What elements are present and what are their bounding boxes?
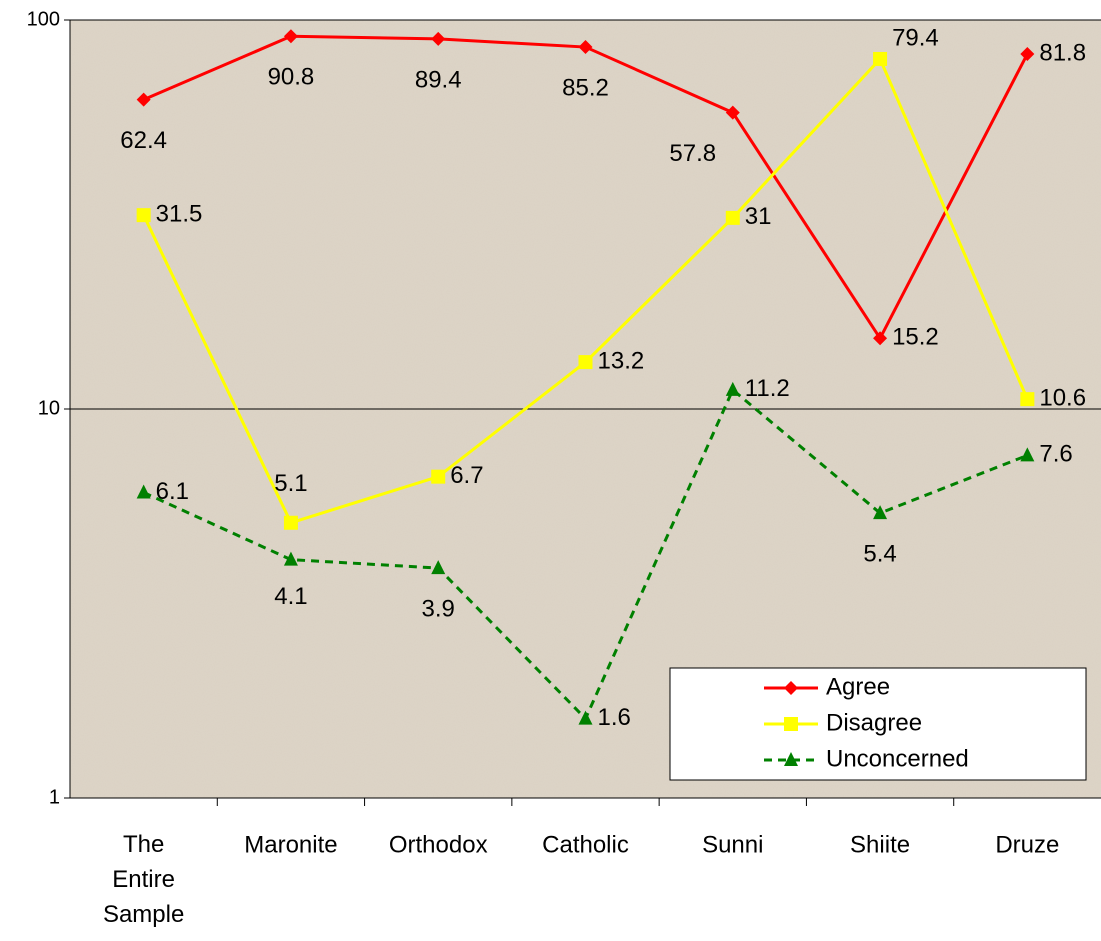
marker (725, 105, 740, 120)
data-label: 6.7 (450, 462, 483, 489)
x-tick-label: Druze (995, 831, 1059, 858)
marker (431, 560, 446, 575)
data-label: 1.6 (598, 704, 631, 731)
marker (1020, 392, 1035, 407)
marker (431, 31, 446, 46)
data-label: 85.2 (562, 74, 609, 101)
marker (578, 40, 593, 55)
marker (784, 752, 798, 766)
marker (784, 717, 798, 731)
data-label: 7.6 (1039, 441, 1072, 468)
data-label: 79.4 (892, 24, 939, 51)
x-tick-label: Shiite (850, 831, 910, 858)
data-label: 31.5 (156, 201, 203, 228)
marker (283, 551, 298, 566)
marker (578, 355, 593, 370)
x-tick-label: Catholic (542, 831, 629, 858)
legend (669, 667, 1087, 781)
marker (283, 29, 298, 44)
marker (873, 505, 888, 520)
marker (1020, 46, 1035, 61)
marker (1020, 447, 1035, 462)
data-label: 5.1 (274, 470, 307, 497)
marker (136, 484, 151, 499)
data-label: 5.4 (863, 540, 896, 567)
data-label: 6.1 (156, 478, 189, 505)
x-tick-label: Sunni (702, 831, 763, 858)
marker (136, 92, 151, 107)
marker (725, 381, 740, 396)
data-label: 89.4 (415, 66, 462, 93)
legend-label: Agree (826, 673, 890, 700)
data-label: 10.6 (1039, 384, 1086, 411)
marker (283, 515, 298, 530)
marker (873, 51, 888, 66)
marker (784, 681, 798, 695)
y-tick-label: 100 (27, 8, 60, 30)
data-label: 31 (745, 203, 772, 230)
x-tick-label: Maronite (244, 831, 337, 858)
data-label: 3.9 (422, 595, 455, 622)
marker (431, 469, 446, 484)
data-label: 11.2 (745, 375, 790, 402)
x-tick-label: Orthodox (389, 831, 488, 858)
data-label: 57.8 (669, 140, 716, 167)
data-label: 81.8 (1039, 39, 1086, 66)
data-label: 4.1 (274, 583, 307, 610)
marker (725, 210, 740, 225)
y-tick-label: 10 (38, 397, 60, 419)
legend-label: Disagree (826, 709, 922, 736)
marker (136, 208, 151, 223)
data-label: 13.2 (598, 347, 645, 374)
data-label: 15.2 (892, 324, 939, 351)
marker (578, 710, 593, 725)
marker (873, 331, 888, 346)
x-tick-label: The Entire Sample (103, 831, 184, 928)
data-label: 62.4 (120, 127, 167, 154)
data-label: 90.8 (268, 64, 315, 91)
y-tick-label: 1 (49, 786, 60, 808)
legend-label: Unconcerned (826, 745, 969, 772)
